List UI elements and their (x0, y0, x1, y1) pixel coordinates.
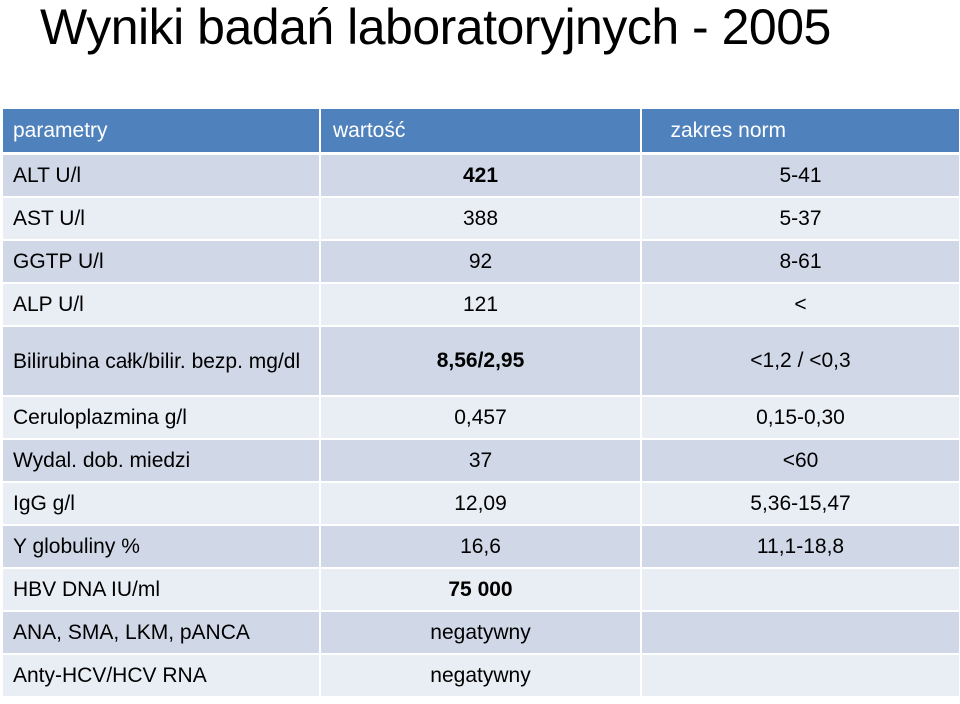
table-row: IgG g/l 12,09 5,36-15,47 (3, 483, 959, 526)
value-cell: negatywny (321, 612, 642, 655)
value-cell: 0,457 (321, 397, 642, 440)
value-cell: 75 000 (321, 569, 642, 612)
value-cell: 16,6 (321, 526, 642, 569)
table-row: GGTP U/l 92 8-61 (3, 241, 959, 284)
range-cell: 11,1-18,8 (642, 526, 959, 569)
parameter-cell: Ceruloplazmina g/l (3, 397, 321, 440)
table-row: AST U/l 388 5-37 (3, 198, 959, 241)
value-cell: negatywny (321, 655, 642, 698)
table-row: ANA, SMA, LKM, pANCA negatywny (3, 612, 959, 655)
table-header-row: parametry wartość zakres norm (3, 109, 959, 155)
parameter-cell: Anty-HCV/HCV RNA (3, 655, 321, 698)
parameter-cell: Bilirubina całk/bilir. bezp. mg/dl (3, 327, 321, 397)
value-cell: 388 (321, 198, 642, 241)
range-cell (642, 655, 959, 698)
range-cell: 5,36-15,47 (642, 483, 959, 526)
range-cell: 5-41 (642, 155, 959, 198)
table-row: Wydal. dob. miedzi 37 <60 (3, 440, 959, 483)
column-header-parameters: parametry (3, 109, 321, 155)
parameter-cell: ANA, SMA, LKM, pANCA (3, 612, 321, 655)
value-cell: 37 (321, 440, 642, 483)
range-cell (642, 612, 959, 655)
column-header-value: wartość (321, 109, 642, 155)
table-row: ALP U/l 121 < (3, 284, 959, 327)
table-row: HBV DNA IU/ml 75 000 (3, 569, 959, 612)
parameter-cell: ALT U/l (3, 155, 321, 198)
parameter-cell: Wydal. dob. miedzi (3, 440, 321, 483)
range-cell: < (642, 284, 959, 327)
table-row: Anty-HCV/HCV RNA negatywny (3, 655, 959, 698)
parameter-cell: ALP U/l (3, 284, 321, 327)
page-title: Wyniki badań laboratoryjnych - 2005 (40, 0, 831, 55)
table-row: Ceruloplazmina g/l 0,457 0,15-0,30 (3, 397, 959, 440)
parameter-cell: AST U/l (3, 198, 321, 241)
range-cell: <60 (642, 440, 959, 483)
range-cell: 0,15-0,30 (642, 397, 959, 440)
parameter-cell: Y globuliny % (3, 526, 321, 569)
table-row: ALT U/l 421 5-41 (3, 155, 959, 198)
parameter-cell: GGTP U/l (3, 241, 321, 284)
parameter-cell: HBV DNA IU/ml (3, 569, 321, 612)
value-cell: 121 (321, 284, 642, 327)
column-header-norm-range: zakres norm (642, 109, 959, 155)
table-row: Bilirubina całk/bilir. bezp. mg/dl 8,56/… (3, 327, 959, 397)
range-cell: 8-61 (642, 241, 959, 284)
value-cell: 12,09 (321, 483, 642, 526)
table-row: Y globuliny % 16,6 11,1-18,8 (3, 526, 959, 569)
range-cell: <1,2 / <0,3 (642, 327, 959, 397)
value-cell: 92 (321, 241, 642, 284)
range-cell: 5-37 (642, 198, 959, 241)
value-cell: 421 (321, 155, 642, 198)
parameter-cell: IgG g/l (3, 483, 321, 526)
lab-results-table: parametry wartość zakres norm ALT U/l 42… (3, 109, 959, 698)
range-cell (642, 569, 959, 612)
value-cell: 8,56/2,95 (321, 327, 642, 397)
